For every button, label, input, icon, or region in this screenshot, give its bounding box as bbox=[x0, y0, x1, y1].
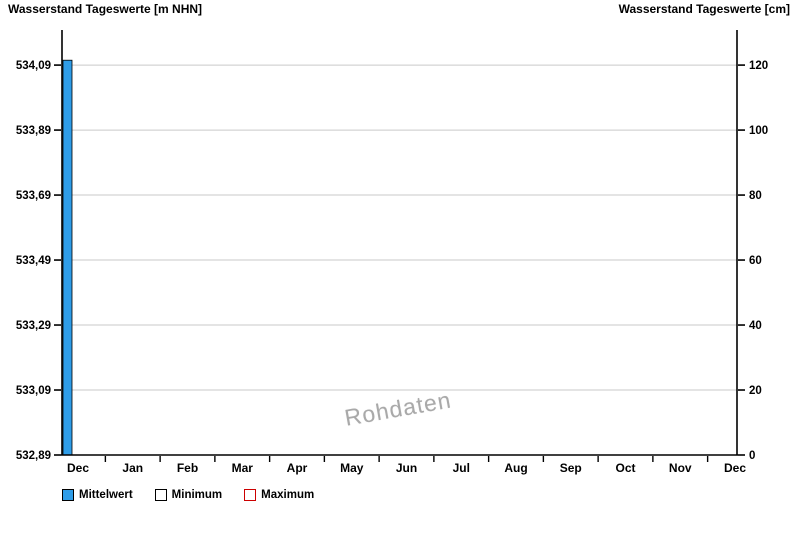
bar-mittelwert bbox=[62, 59, 73, 456]
legend: Mittelwert Minimum Maximum bbox=[62, 489, 314, 501]
left-tick-label: 532,89 bbox=[16, 450, 51, 462]
right-tick-label: 0 bbox=[749, 450, 755, 462]
x-tick-label: Sep bbox=[560, 461, 582, 475]
right-axis-title: Wasserstand Tageswerte [cm] bbox=[618, 2, 790, 16]
x-tick-label: Mar bbox=[232, 461, 254, 475]
x-tick-label: Feb bbox=[177, 461, 198, 475]
left-tick-label: 533,69 bbox=[16, 190, 51, 202]
right-tick-label: 120 bbox=[749, 60, 768, 72]
legend-label-maximum: Maximum bbox=[261, 489, 315, 501]
left-tick-label: 534,09 bbox=[16, 60, 51, 72]
right-tick-label: 20 bbox=[749, 385, 762, 397]
left-tick-label: 533,29 bbox=[16, 320, 51, 332]
x-tick-label: Jan bbox=[122, 461, 143, 475]
right-tick-label: 80 bbox=[749, 190, 762, 202]
right-tick-label: 60 bbox=[749, 255, 762, 267]
legend-item-mittelwert: Mittelwert bbox=[62, 489, 133, 501]
left-axis-title: Wasserstand Tageswerte [m NHN] bbox=[8, 2, 203, 16]
x-tick-label: Oct bbox=[615, 461, 635, 475]
legend-swatch-mittelwert bbox=[62, 489, 74, 501]
legend-item-maximum: Maximum bbox=[244, 489, 314, 501]
legend-label-mittelwert: Mittelwert bbox=[79, 489, 133, 501]
legend-item-minimum: Minimum bbox=[154, 489, 223, 501]
x-tick-label: Nov bbox=[669, 461, 692, 475]
x-tick-label: May bbox=[340, 461, 364, 475]
x-tick-label: Jun bbox=[396, 461, 417, 475]
x-tick-label: Aug bbox=[504, 461, 527, 475]
left-tick-label: 533,49 bbox=[16, 255, 51, 267]
left-tick-label: 533,09 bbox=[16, 385, 51, 397]
x-tick-label: Dec bbox=[724, 461, 746, 475]
legend-swatch-minimum bbox=[154, 489, 167, 501]
left-tick-label: 533,89 bbox=[16, 125, 51, 137]
right-tick-label: 40 bbox=[749, 320, 762, 332]
right-tick-label: 100 bbox=[749, 125, 768, 137]
x-tick-label: Apr bbox=[287, 461, 308, 475]
x-tick-label: Jul bbox=[453, 461, 470, 475]
legend-swatch-maximum bbox=[244, 489, 257, 501]
legend-label-minimum: Minimum bbox=[171, 489, 223, 501]
x-tick-label: Dec bbox=[67, 461, 89, 475]
